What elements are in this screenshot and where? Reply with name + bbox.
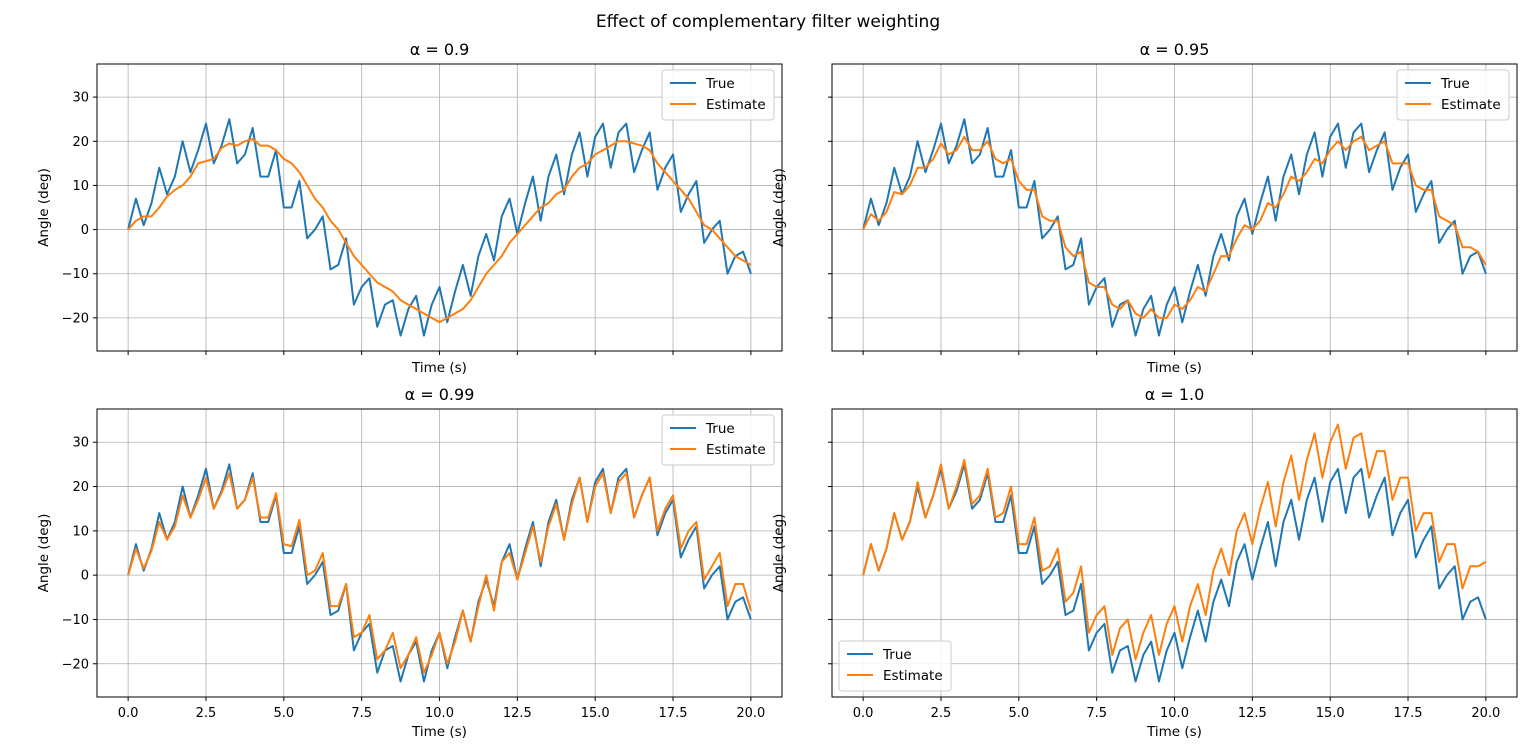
- y-tick-label: 10: [72, 179, 89, 194]
- y-axis-label: Angle (deg): [771, 514, 787, 593]
- y-axis-label: Angle (deg): [36, 514, 52, 593]
- subplot-title: α = 0.99: [405, 385, 475, 404]
- subplot-alpha-0-95: α = 0.95 Time (s) Angle (deg) True Estima…: [771, 40, 1518, 376]
- x-tick-label: 20.0: [736, 706, 765, 721]
- x-tick-label: 12.5: [503, 706, 532, 721]
- subplot-alpha-0-99: 0.0 2.5 5.0 7.5 10.0 12.5 15.0 17.5 20.0 −20 −10 0 1…: [36, 385, 783, 740]
- x-tick-label: 10.0: [425, 706, 454, 721]
- x-axis-label: Time (s): [1146, 724, 1202, 740]
- x-axis-label: Time (s): [411, 360, 467, 376]
- y-tick-label: −20: [62, 657, 89, 672]
- x-tick-label: 7.5: [1086, 706, 1107, 721]
- legend-label-true: True: [705, 421, 735, 437]
- plot-area: [127, 118, 752, 337]
- x-tick-label: 2.5: [196, 706, 217, 721]
- y-tick-label: −10: [62, 613, 89, 628]
- x-tick-label: 15.0: [581, 706, 610, 721]
- y-tick-label: 30: [72, 91, 89, 106]
- legend-label-true: True: [705, 76, 735, 92]
- x-tick-label: 15.0: [1316, 706, 1345, 721]
- y-tick-label: −10: [62, 267, 89, 282]
- y-tick-label: 20: [72, 480, 89, 495]
- subplot-alpha-1-0: 0.0 2.5 5.0 7.5 10.0 12.5 15.0 17.5 20.0 α = 1.0…: [771, 385, 1518, 740]
- x-tick-label: 10.0: [1160, 706, 1189, 721]
- subplot-alpha-0-9: −20 −10 0 10 20 30 α = 0.9 Time (s) Angle (de…: [36, 40, 783, 376]
- y-tick-label: 30: [72, 436, 89, 451]
- plot-area: [127, 463, 752, 683]
- series-line-true: [127, 118, 752, 337]
- x-tick-label: 12.5: [1238, 706, 1267, 721]
- series-line-estimate: [862, 135, 1487, 319]
- legend-label-true: True: [1440, 76, 1470, 92]
- y-tick-label: 0: [81, 223, 89, 238]
- legend-label-estimate: Estimate: [883, 668, 943, 684]
- plot-area: [862, 118, 1487, 337]
- x-tick-label: 5.0: [1008, 706, 1029, 721]
- y-tick-label: 10: [72, 524, 89, 539]
- x-tick-label: 5.0: [273, 706, 294, 721]
- subplot-title: α = 1.0: [1145, 385, 1205, 404]
- series-line-estimate: [127, 472, 752, 674]
- y-tick-label: −20: [62, 311, 89, 326]
- x-axis-label: Time (s): [1146, 360, 1202, 376]
- subplot-title: α = 0.9: [410, 40, 470, 59]
- x-tick-label: 0.0: [118, 706, 139, 721]
- y-tick-label: 20: [72, 135, 89, 150]
- series-line-estimate: [862, 423, 1487, 661]
- x-tick-label: 17.5: [659, 706, 688, 721]
- x-axis-label: Time (s): [411, 724, 467, 740]
- plot-area: [862, 423, 1487, 683]
- y-axis-label: Angle (deg): [36, 168, 52, 247]
- x-tick-label: 20.0: [1471, 706, 1500, 721]
- y-axis-label: Angle (deg): [771, 168, 787, 247]
- x-tick-label: 0.0: [853, 706, 874, 721]
- figure-suptitle: Effect of complementary filter weighting: [596, 12, 940, 32]
- legend-label-estimate: Estimate: [706, 97, 766, 113]
- x-tick-label: 17.5: [1394, 706, 1423, 721]
- subplot-title: α = 0.95: [1140, 40, 1210, 59]
- x-tick-label: 7.5: [351, 706, 372, 721]
- series-line-true: [862, 118, 1487, 337]
- legend-label-estimate: Estimate: [706, 442, 766, 458]
- x-tick-label: 2.5: [931, 706, 952, 721]
- legend-label-true: True: [882, 647, 912, 663]
- series-line-estimate: [127, 138, 752, 324]
- y-tick-label: 0: [81, 569, 89, 584]
- grid: [97, 409, 782, 697]
- legend-label-estimate: Estimate: [1441, 97, 1501, 113]
